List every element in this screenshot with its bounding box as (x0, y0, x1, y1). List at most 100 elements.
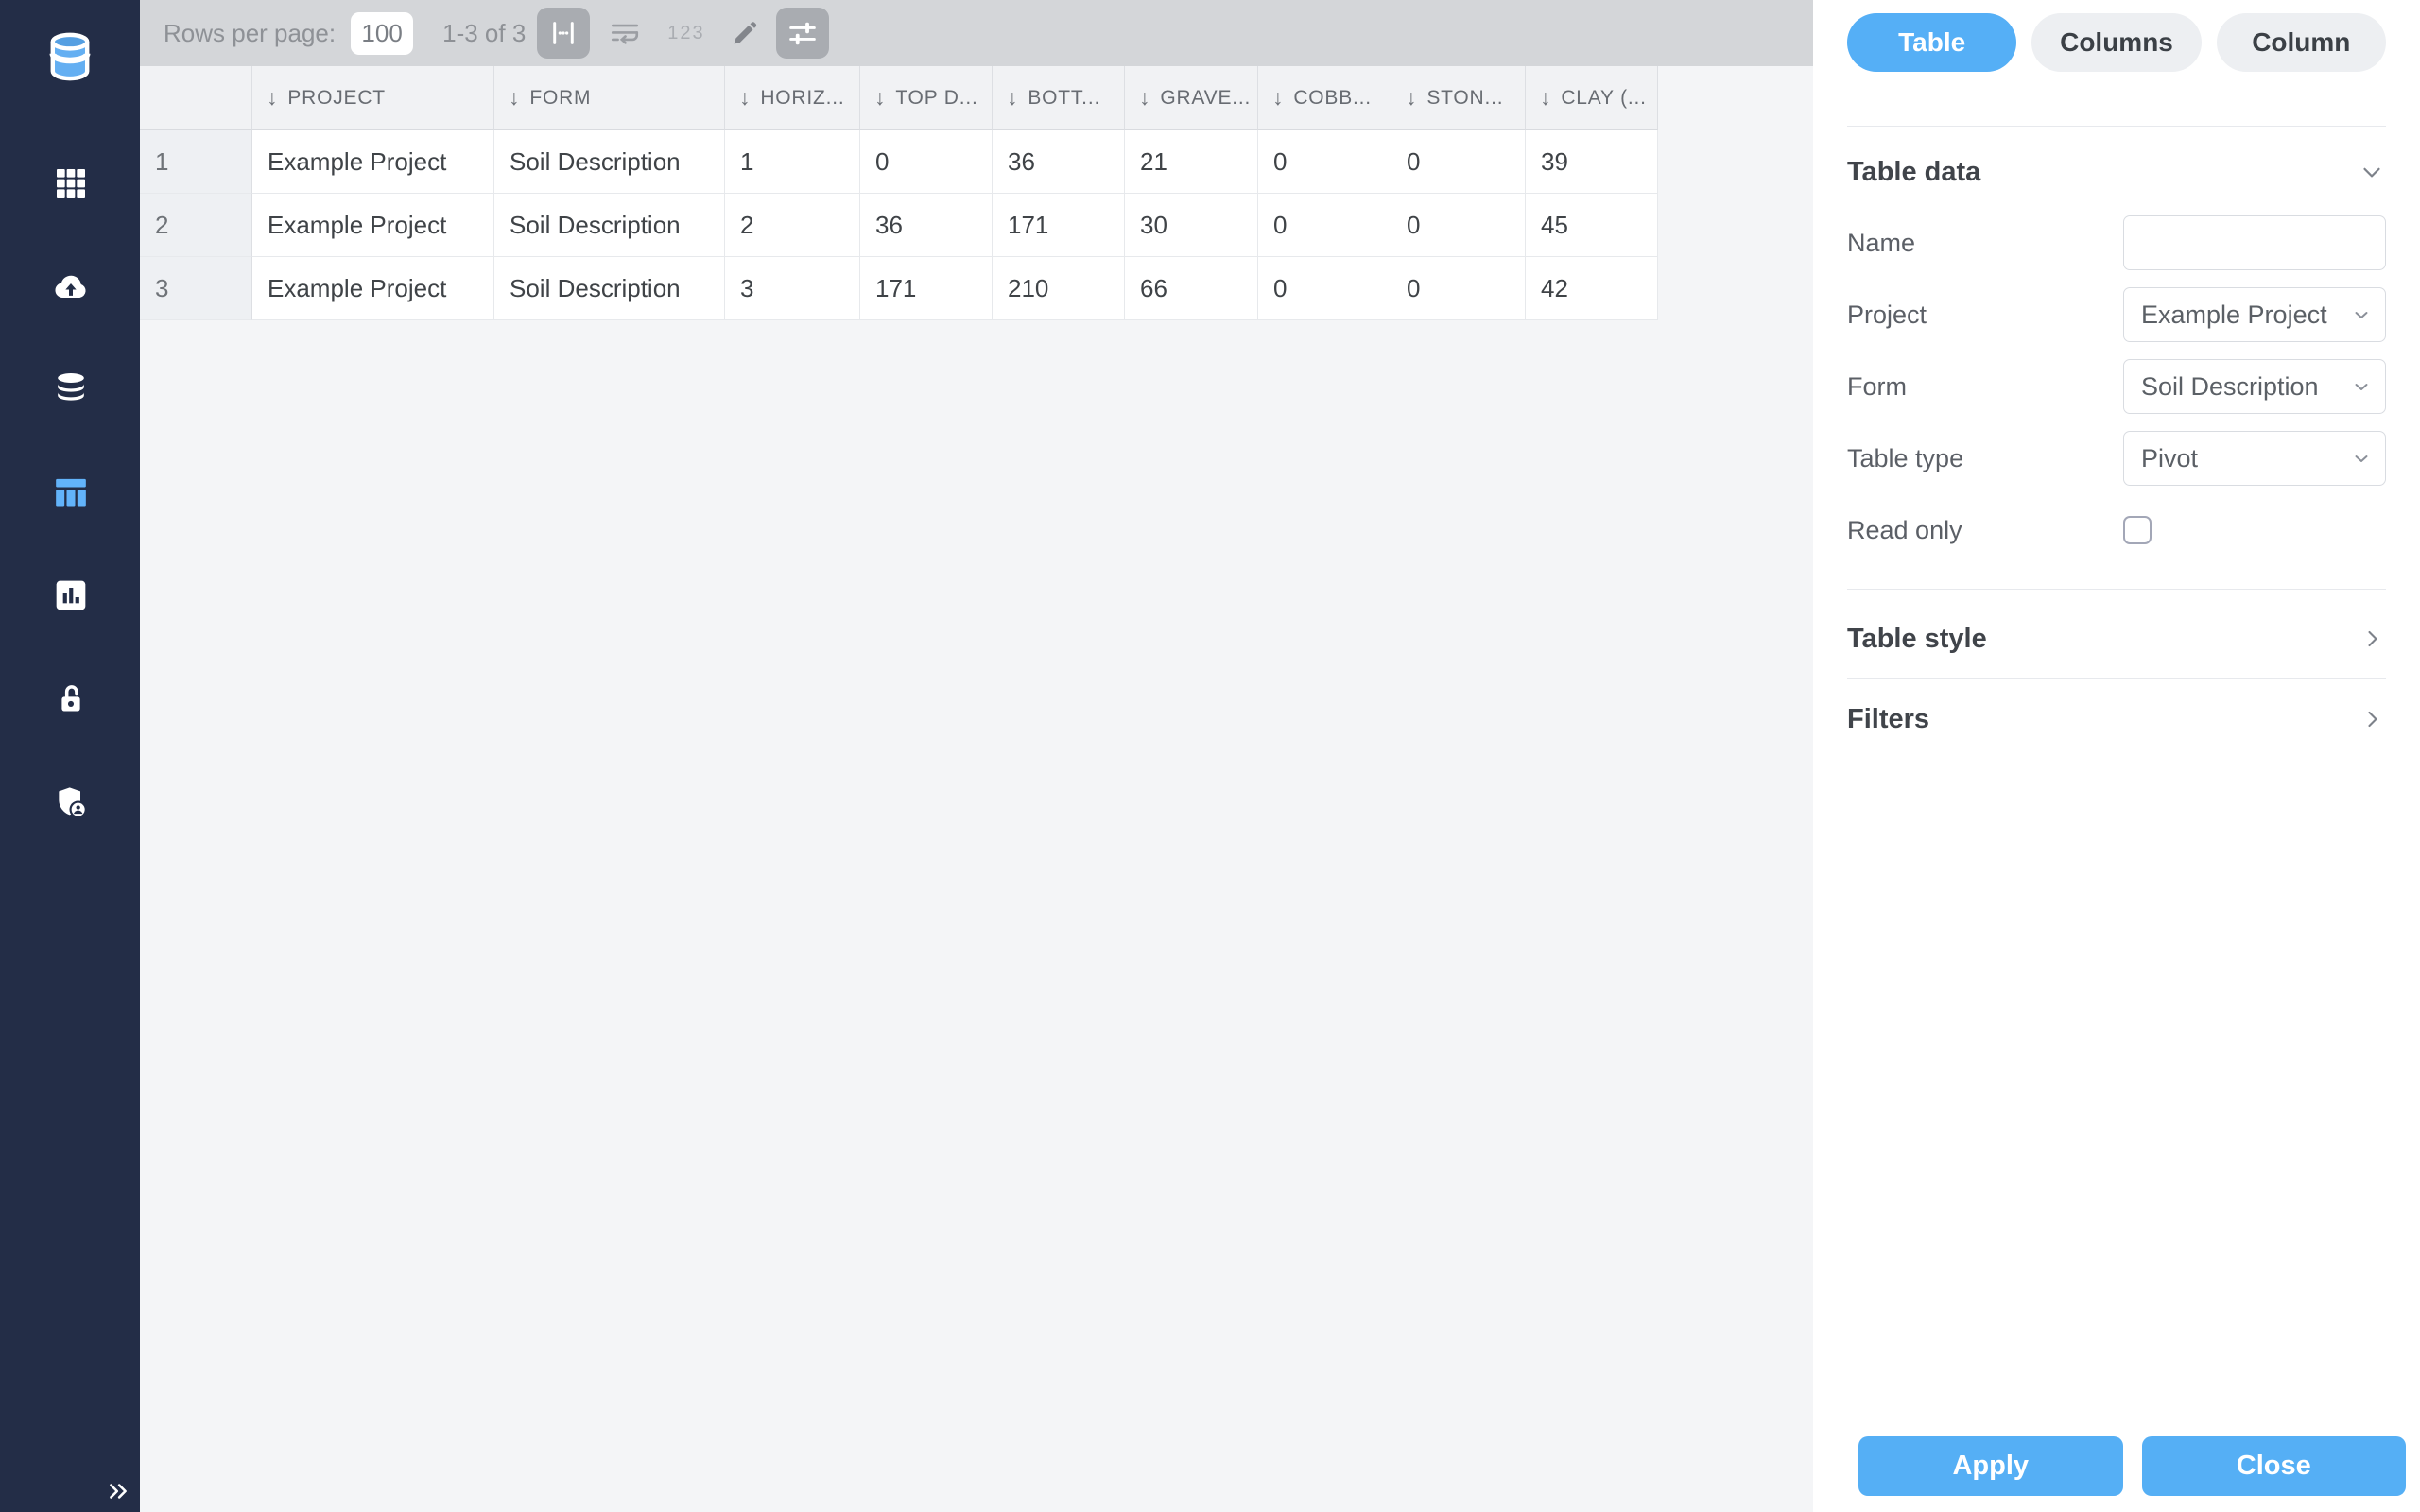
table-cell[interactable]: Example Project (252, 194, 494, 257)
filters-title: Filters (1847, 703, 1930, 734)
chevron-down-icon (2350, 303, 2373, 326)
section-table-style-header[interactable]: Table style (1847, 618, 2386, 660)
field-row-read-only: Read only (1847, 503, 2386, 558)
table-cell[interactable]: 3 (725, 257, 860, 320)
column-header[interactable]: ↓ CLAY (... (1526, 66, 1658, 130)
table-cell[interactable]: 0 (1258, 130, 1392, 194)
table-cell[interactable]: Soil Description (494, 257, 725, 320)
row-number-cell[interactable]: 2 (140, 194, 252, 257)
numbers-123-icon: 123 (667, 22, 705, 43)
row-number-cell[interactable]: 1 (140, 130, 252, 194)
chevron-down-icon (2350, 375, 2373, 398)
table-row: 2 Example Project Soil Description 2 36 171 30… (140, 194, 1658, 257)
section-filters-header[interactable]: Filters (1847, 698, 2386, 740)
divider (1847, 589, 2386, 590)
column-header-label: PROJECT (287, 86, 386, 109)
table-cell[interactable]: Soil Description (494, 194, 725, 257)
table-cell[interactable]: 0 (1392, 194, 1526, 257)
grid-icon (52, 164, 90, 202)
table-cell[interactable]: 30 (1125, 194, 1258, 257)
sidebar-item-apps[interactable] (51, 163, 91, 203)
column-header[interactable]: ↓ HORIZ... (725, 66, 860, 130)
sidebar-item-cloud-upload[interactable] (51, 267, 91, 307)
tab-columns[interactable]: Columns (2031, 13, 2202, 72)
table-cell[interactable]: 66 (1125, 257, 1258, 320)
table-cell[interactable]: Example Project (252, 130, 494, 194)
sort-desc-icon: ↓ (739, 85, 752, 110)
sidebar-item-tables[interactable] (51, 472, 91, 512)
settings-sliders-button[interactable] (775, 8, 829, 59)
field-label: Table type (1847, 443, 1964, 472)
chevron-down-icon (2350, 447, 2373, 470)
column-header-label: HORIZ... (760, 86, 845, 109)
column-header-label: COBB... (1293, 86, 1372, 109)
sort-desc-icon: ↓ (509, 85, 521, 110)
name-input[interactable] (2123, 215, 2386, 270)
column-header-label: CLAY (... (1561, 86, 1647, 109)
wrap-text-button[interactable] (609, 17, 641, 49)
row-number-cell[interactable]: 3 (140, 257, 252, 320)
table-cell[interactable]: 2 (725, 194, 860, 257)
sort-desc-icon: ↓ (267, 85, 279, 110)
table-cell[interactable]: Example Project (252, 257, 494, 320)
table-settings-panel: Table Columns Column Table data Name Projec… (1813, 0, 2420, 1512)
column-header[interactable]: ↓ TOP D... (860, 66, 993, 130)
column-header[interactable]: ↓ PROJECT (252, 66, 494, 130)
field-label: Read only (1847, 515, 1962, 544)
apply-button[interactable]: Apply (1858, 1436, 2123, 1496)
field-label: Name (1847, 228, 1916, 257)
panel-tabs: Table Columns Column (1847, 13, 2386, 72)
table-cell[interactable]: 1 (725, 130, 860, 194)
table-cell[interactable]: 171 (860, 257, 993, 320)
table-data-title: Table data (1847, 156, 1981, 187)
column-header[interactable]: ↓ FORM (494, 66, 725, 130)
table-cell[interactable]: 45 (1526, 194, 1658, 257)
table-cell[interactable]: 0 (860, 130, 993, 194)
tab-column[interactable]: Column (2216, 13, 2386, 72)
table-cell[interactable]: 21 (1125, 130, 1258, 194)
field-row-name: Name (1847, 215, 2386, 270)
column-header[interactable]: ↓ BOTT... (993, 66, 1125, 130)
tab-table[interactable]: Table (1847, 13, 2017, 72)
edit-pencil-button[interactable] (729, 17, 761, 49)
table-cell[interactable]: 210 (993, 257, 1125, 320)
table-cell[interactable]: 171 (993, 194, 1125, 257)
table-cell[interactable]: 42 (1526, 257, 1658, 320)
app-logo[interactable] (43, 26, 96, 87)
table-cell[interactable]: 36 (860, 194, 993, 257)
close-button[interactable]: Close (2141, 1436, 2406, 1496)
table-toolbar: Rows per page: 1-3 of 3 123 (140, 0, 1813, 66)
column-header[interactable]: ↓ GRAVE... (1125, 66, 1258, 130)
column-width-button[interactable] (537, 8, 591, 59)
form-select[interactable]: Soil Description (2123, 359, 2386, 414)
database-logo-icon (43, 26, 96, 87)
project-select[interactable]: Example Project (2123, 287, 2386, 342)
divider (1847, 126, 2386, 127)
table-type-select[interactable]: Pivot (2123, 431, 2386, 486)
sidebar-item-admin[interactable] (51, 782, 91, 822)
sidebar-item-database[interactable] (51, 369, 91, 408)
column-width-icon (547, 17, 579, 49)
table-cell[interactable]: 0 (1392, 257, 1526, 320)
shield-user-icon (52, 783, 90, 821)
table-cell[interactable]: Soil Description (494, 130, 725, 194)
sidebar-item-charts[interactable] (51, 576, 91, 615)
sort-desc-icon: ↓ (1406, 85, 1418, 110)
table-icon (52, 473, 90, 511)
table-cell[interactable]: 36 (993, 130, 1125, 194)
column-header[interactable]: ↓ STON... (1392, 66, 1526, 130)
read-only-checkbox[interactable] (2123, 516, 2152, 544)
column-header[interactable]: ↓ COBB... (1258, 66, 1392, 130)
rows-per-page-input[interactable] (351, 11, 414, 55)
sort-desc-icon: ↓ (874, 85, 887, 110)
table-cell[interactable]: 0 (1258, 257, 1392, 320)
field-row-project: Project Example Project (1847, 287, 2386, 342)
sidebar-item-permissions[interactable] (51, 679, 91, 718)
numbers-123-button[interactable]: 123 (667, 23, 704, 44)
sidebar-expand-button[interactable] (104, 1477, 132, 1505)
table-cell[interactable]: 39 (1526, 130, 1658, 194)
section-table-data-header[interactable]: Table data (1847, 151, 2386, 193)
table-cell[interactable]: 0 (1258, 194, 1392, 257)
cloud-upload-icon (52, 268, 90, 306)
table-cell[interactable]: 0 (1392, 130, 1526, 194)
